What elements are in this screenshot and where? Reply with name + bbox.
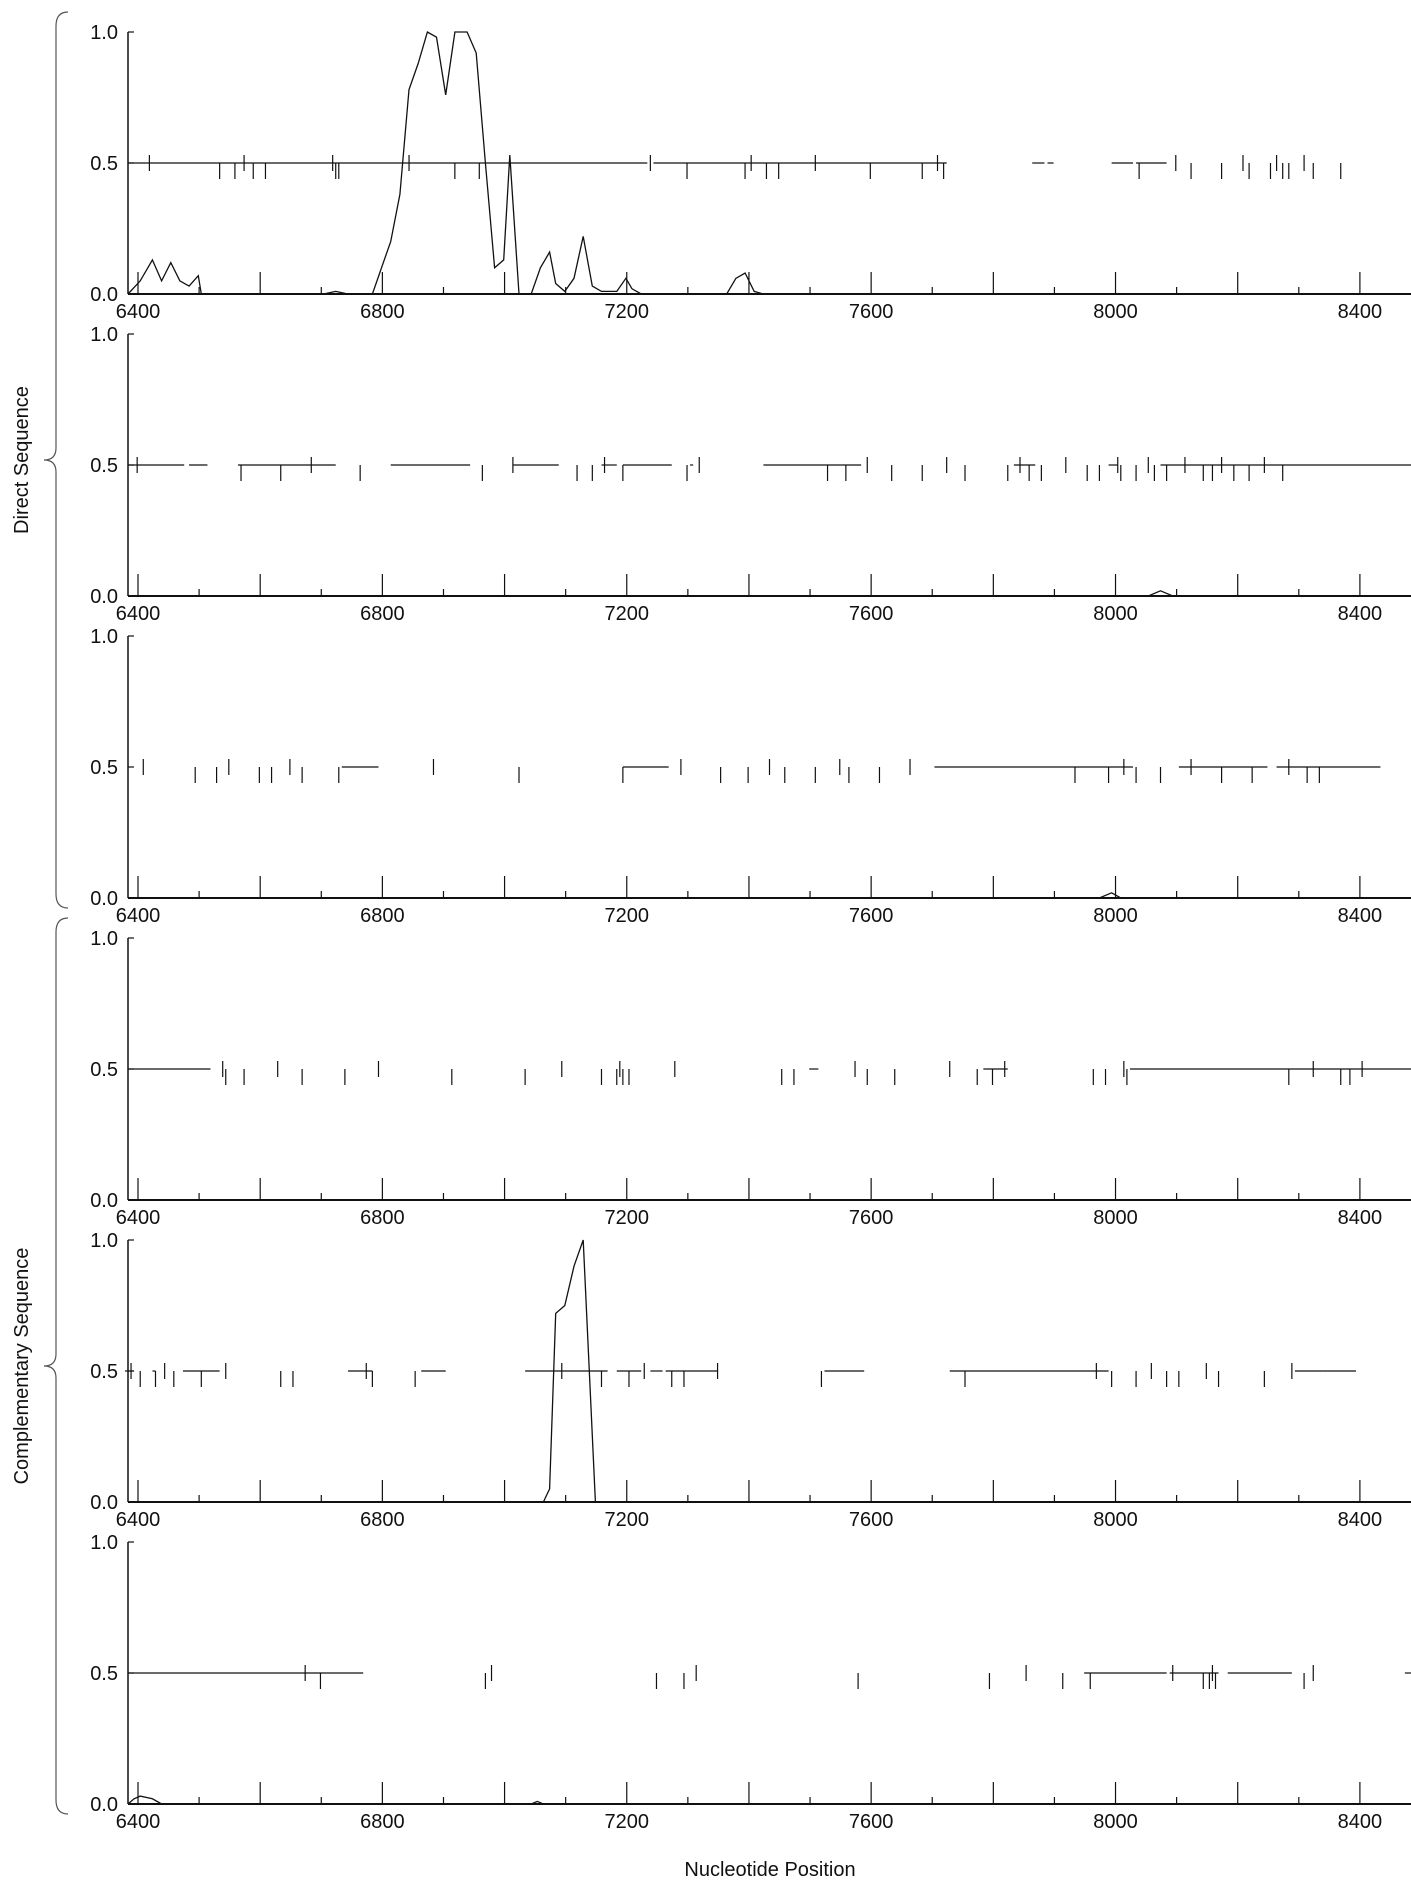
x-tick-label: 6400 <box>116 1509 161 1531</box>
x-tick-label: 7200 <box>605 905 650 927</box>
x-tick-label: 6400 <box>116 301 161 323</box>
panel-5: 0.0 0.5 1.0 6400 6800 7200 7600 8000 8400 <box>90 1230 1411 1531</box>
x-tick-label: 6800 <box>360 1207 405 1229</box>
x-tick-label: 7600 <box>849 1509 894 1531</box>
x-tick-label: 7600 <box>849 1207 894 1229</box>
x-tick-label: 8400 <box>1338 1811 1383 1833</box>
x-tick-label: 8000 <box>1093 301 1138 323</box>
y-tick-label: 0.0 <box>90 1492 118 1514</box>
x-tick-label: 7200 <box>605 1811 650 1833</box>
panel-6: 0.0 0.5 1.0 6400 6800 7200 7600 8000 8400 <box>90 1532 1411 1833</box>
y-tick-label: 1.0 <box>90 1230 118 1252</box>
y-tick-label: 0.5 <box>90 1663 118 1685</box>
y-tick-label: 0.0 <box>90 586 118 608</box>
y-tick-label: 0.0 <box>90 1190 118 1212</box>
series-line <box>127 31 764 295</box>
x-tick-label: 7600 <box>849 905 894 927</box>
x-tick-label: 6400 <box>116 603 161 625</box>
x-tick-label: 6800 <box>360 603 405 625</box>
series-line <box>128 892 1411 899</box>
series-line <box>128 590 1411 597</box>
panel-3: 0.0 0.5 1.0 6400 6800 7200 7600 8000 8400 <box>90 626 1411 927</box>
series-line <box>128 1239 1411 1503</box>
y-tick-label: 1.0 <box>90 324 118 346</box>
y-tick-label: 0.5 <box>90 1059 118 1081</box>
x-tick-label: 6400 <box>116 1811 161 1833</box>
y-tick-label: 1.0 <box>90 22 118 44</box>
x-tick-label: 8000 <box>1093 603 1138 625</box>
group-label: Direct Sequence <box>11 386 33 534</box>
x-tick-label: 6800 <box>360 905 405 927</box>
y-tick-label: 0.0 <box>90 284 118 306</box>
x-tick-label: 8000 <box>1093 1811 1138 1833</box>
y-tick-label: 0.5 <box>90 1361 118 1383</box>
y-tick-label: 0.5 <box>90 153 118 175</box>
x-axis-title: Nucleotide Position <box>684 1859 855 1881</box>
y-tick-label: 0.5 <box>90 455 118 477</box>
x-tick-label: 7200 <box>605 1207 650 1229</box>
y-tick-label: 1.0 <box>90 1532 118 1554</box>
series-line <box>127 1795 1411 1805</box>
x-tick-label: 8400 <box>1338 301 1383 323</box>
x-tick-label: 6400 <box>116 905 161 927</box>
x-tick-label: 8400 <box>1338 1509 1383 1531</box>
panel-1: 0.0 0.5 1.0 6400 6800 7200 7600 8000 8400 <box>90 22 1411 323</box>
x-tick-label: 7200 <box>605 301 650 323</box>
y-tick-label: 1.0 <box>90 928 118 950</box>
x-tick-label: 8400 <box>1338 1207 1383 1229</box>
group-label: Complementary Sequence <box>11 1248 33 1485</box>
y-tick-label: 0.5 <box>90 757 118 779</box>
x-tick-label: 6800 <box>360 1509 405 1531</box>
x-tick-label: 7200 <box>605 603 650 625</box>
x-tick-label: 7600 <box>849 1811 894 1833</box>
x-tick-label: 8400 <box>1338 905 1383 927</box>
x-tick-label: 7600 <box>849 301 894 323</box>
x-tick-label: 6800 <box>360 301 405 323</box>
y-tick-label: 1.0 <box>90 626 118 648</box>
x-tick-label: 8000 <box>1093 1509 1138 1531</box>
x-tick-label: 7600 <box>849 603 894 625</box>
y-tick-label: 0.0 <box>90 888 118 910</box>
x-tick-label: 6800 <box>360 1811 405 1833</box>
group-brace <box>43 917 69 1815</box>
y-tick-label: 0.0 <box>90 1794 118 1816</box>
x-tick-label: 8000 <box>1093 905 1138 927</box>
x-tick-label: 6400 <box>116 1207 161 1229</box>
x-tick-label: 8400 <box>1338 603 1383 625</box>
panel-2: 0.0 0.5 1.0 6400 6800 7200 7600 8000 8400 <box>90 324 1411 625</box>
x-tick-label: 7200 <box>605 1509 650 1531</box>
x-tick-label: 8000 <box>1093 1207 1138 1229</box>
group-brace <box>43 11 69 909</box>
panel-4: 0.0 0.5 1.0 6400 6800 7200 7600 8000 8400 <box>90 928 1411 1229</box>
